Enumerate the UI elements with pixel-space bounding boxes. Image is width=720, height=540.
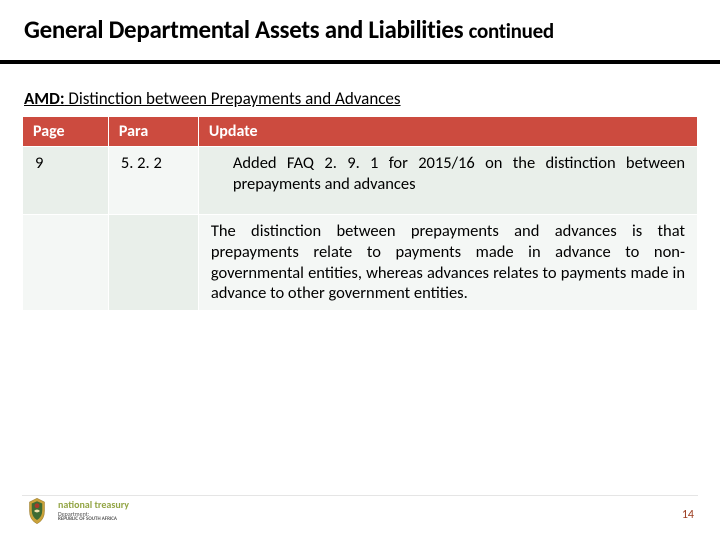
table-row: 9 5. 2. 2 Added FAQ 2. 9. 1 for 2015/16 … [23, 147, 698, 215]
cell-para: 5. 2. 2 [108, 147, 198, 215]
cell-page-empty [23, 215, 109, 311]
slide: General Departmental Assets and Liabilit… [0, 0, 720, 540]
logo-text: national treasury Department: REPUBLIC O… [58, 500, 129, 522]
cell-para-empty [108, 215, 198, 311]
col-header-update: Update [198, 117, 697, 147]
title-bar-white: General Departmental Assets and Liabilit… [0, 8, 720, 60]
footer-logo: national treasury Department: REPUBLIC O… [22, 496, 129, 526]
coat-of-arms-icon [22, 496, 52, 526]
updates-table: Page Para Update 9 5. 2. 2 Added FAQ 2. … [22, 116, 698, 311]
title-continued: continued [469, 18, 554, 44]
cell-update: Added FAQ 2. 9. 1 for 2015/16 on the dis… [198, 147, 697, 215]
col-header-page: Page [23, 117, 109, 147]
cell-page: 9 [23, 147, 109, 215]
logo-line1: national treasury [58, 500, 129, 510]
cell-update-2: The distinction between prepayments and … [198, 215, 697, 311]
subtitle: AMD: Distinction between Prepayments and… [24, 88, 401, 109]
subtitle-amd: AMD: [24, 88, 65, 109]
page-number: 14 [682, 508, 694, 522]
table-row: The distinction between prepayments and … [23, 215, 698, 311]
subtitle-rest: Distinction between Prepayments and Adva… [65, 88, 401, 109]
title-main: General Departmental Assets and Liabilit… [24, 14, 469, 45]
table-header-row: Page Para Update [23, 117, 698, 147]
logo-line3: REPUBLIC OF SOUTH AFRICA [58, 517, 129, 522]
update-paragraph-2: The distinction between prepayments and … [211, 221, 685, 304]
slide-title: General Departmental Assets and Liabilit… [24, 14, 554, 45]
col-header-para: Para [108, 117, 198, 147]
update-paragraph-1: Added FAQ 2. 9. 1 for 2015/16 on the dis… [211, 153, 685, 194]
